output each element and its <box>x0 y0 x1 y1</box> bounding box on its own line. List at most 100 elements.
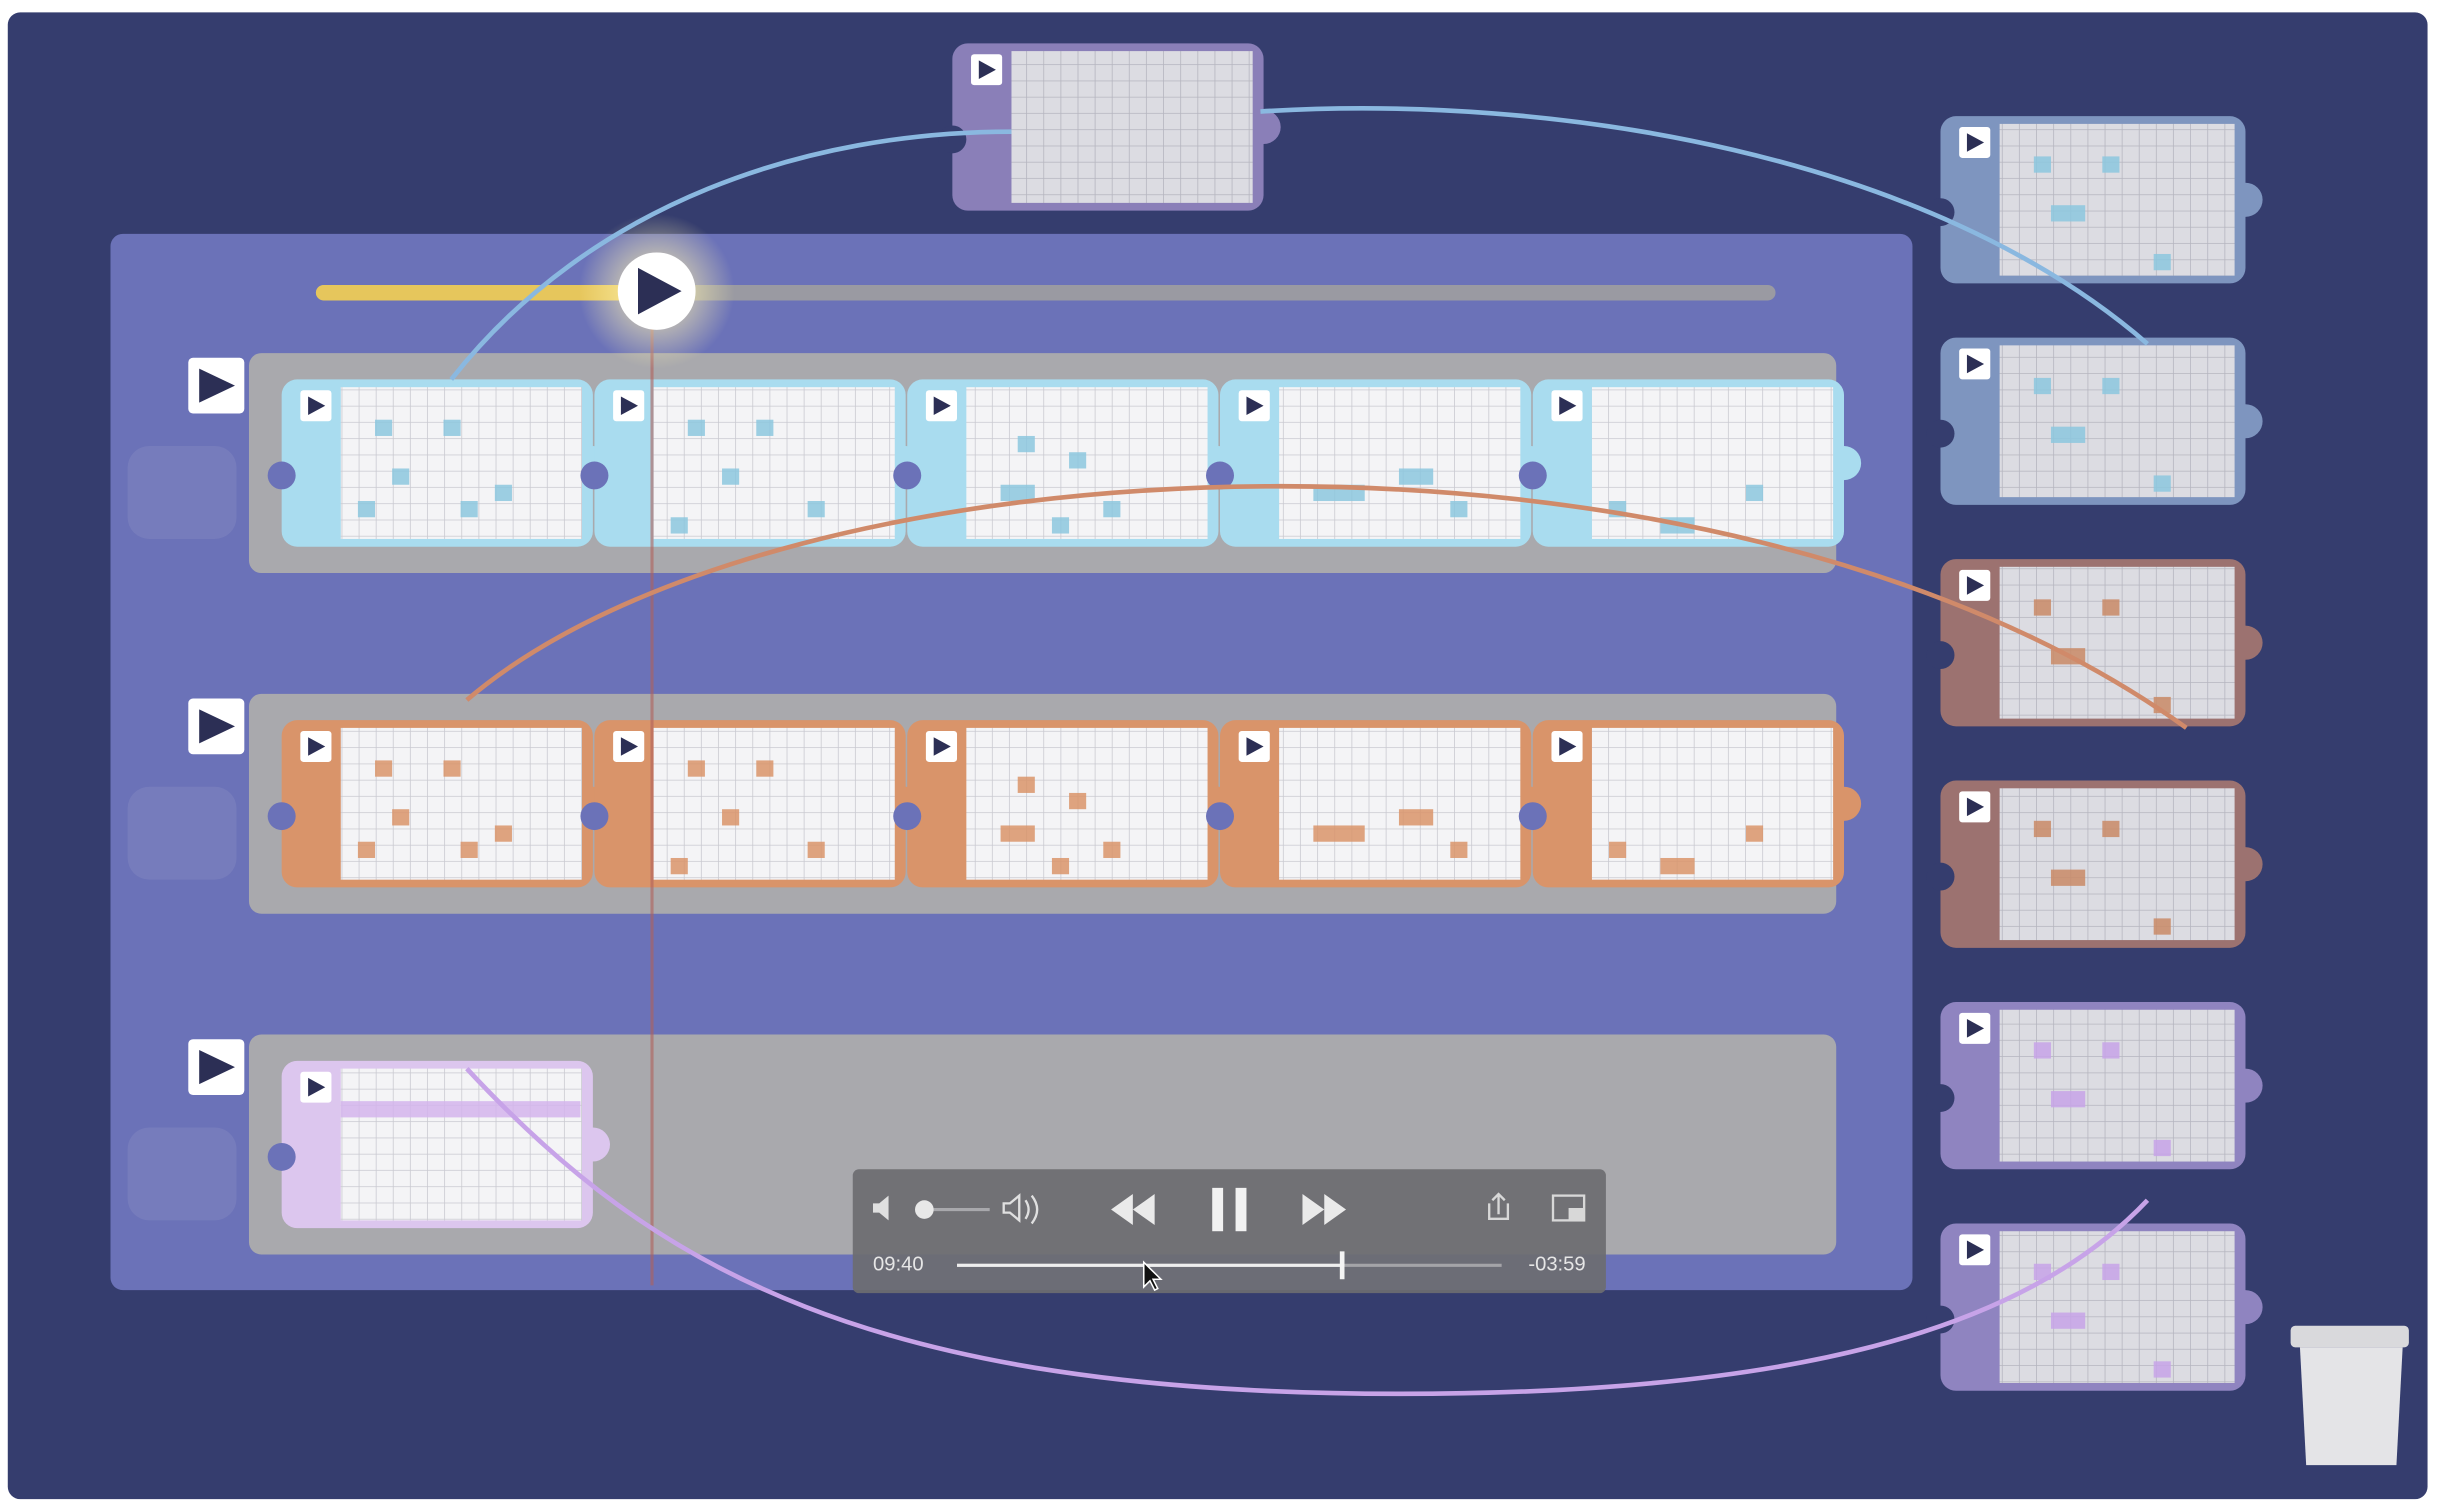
clip-tile[interactable] <box>1926 1223 2263 1391</box>
clip-notch <box>893 802 922 831</box>
share-button[interactable] <box>1488 1192 1510 1221</box>
note <box>2153 475 2171 492</box>
clip-tile[interactable] <box>893 379 1236 547</box>
play-icon <box>978 60 996 79</box>
timeline-progress <box>315 284 657 301</box>
note-grid <box>1011 51 1253 203</box>
note <box>1745 484 1764 502</box>
note <box>807 841 825 858</box>
note <box>2102 1042 2120 1059</box>
clip-notch <box>893 461 922 490</box>
clip-tile[interactable] <box>1926 1002 2263 1170</box>
clip-tile[interactable] <box>1926 337 2263 505</box>
clip-notch <box>267 461 296 490</box>
clip-connector <box>2228 404 2263 439</box>
forward-button[interactable] <box>1302 1194 1347 1226</box>
clip-tile[interactable] <box>1518 720 1862 888</box>
note <box>1103 841 1121 858</box>
mute-icon[interactable] <box>872 1195 889 1221</box>
rewind-button[interactable] <box>1111 1194 1155 1226</box>
note-grid <box>1591 727 1834 880</box>
play-icon <box>1966 354 1985 374</box>
note <box>443 419 461 436</box>
play-icon <box>933 737 951 756</box>
note-grid <box>1999 1009 2235 1162</box>
play-icon <box>1966 797 1985 817</box>
instrument-icon <box>127 1127 237 1221</box>
clip-connector <box>575 1127 610 1162</box>
play-icon <box>1966 576 1985 595</box>
note <box>375 419 393 436</box>
note <box>2033 156 2051 173</box>
pause-button[interactable] <box>1235 1187 1247 1232</box>
clip-tile[interactable] <box>580 379 923 547</box>
note <box>1000 825 1035 842</box>
play-icon <box>199 368 235 403</box>
clip-tile[interactable] <box>938 43 1281 211</box>
note <box>1017 776 1035 793</box>
clip-tile[interactable] <box>1205 720 1549 888</box>
clip-connector <box>2228 182 2263 217</box>
note <box>1069 452 1087 469</box>
note <box>2153 1139 2171 1157</box>
clip-tile[interactable] <box>1926 780 2263 948</box>
note <box>2102 599 2120 616</box>
clip-connector <box>2228 1290 2263 1325</box>
note <box>1051 517 1070 534</box>
note <box>2050 426 2086 443</box>
note <box>1660 857 1695 875</box>
play-icon <box>933 396 951 416</box>
clip-notch <box>580 802 609 831</box>
scrubber-handle[interactable] <box>1339 1251 1345 1280</box>
note <box>1000 484 1035 502</box>
trash[interactable] <box>2290 1325 2409 1466</box>
clip-tile[interactable] <box>1518 379 1862 547</box>
clip-tile[interactable] <box>893 720 1236 888</box>
trash-lid <box>2290 1325 2409 1348</box>
note <box>2050 869 2086 886</box>
clip-tile[interactable] <box>267 1060 610 1229</box>
note-grid <box>1999 788 2235 941</box>
connection <box>1260 106 2149 346</box>
clip-tile[interactable] <box>1926 559 2263 727</box>
note-grid <box>1999 1231 2235 1384</box>
note <box>807 501 825 518</box>
clip-notch <box>1518 461 1547 490</box>
elapsed-time: 09:40 <box>873 1254 924 1276</box>
volume-knob[interactable] <box>915 1200 934 1219</box>
note <box>1313 825 1365 842</box>
note <box>670 517 688 534</box>
clip-tile[interactable] <box>580 720 923 888</box>
note-grid <box>1999 566 2235 719</box>
clip-library <box>1926 116 2263 1391</box>
clip-tile[interactable] <box>1926 116 2263 284</box>
instrument-icon <box>127 786 237 880</box>
play-icon <box>308 396 326 416</box>
note <box>756 760 774 777</box>
instrument-icon <box>127 446 237 539</box>
clip-connector <box>1826 446 1862 481</box>
note-grid <box>966 727 1208 880</box>
clip-library-top <box>938 43 1281 211</box>
controls-bar <box>852 1169 1606 1294</box>
note-grid <box>653 387 895 539</box>
note <box>1745 825 1764 842</box>
play-icon <box>1559 396 1577 416</box>
play-icon <box>199 709 235 744</box>
play-icon <box>1559 737 1577 756</box>
play-icon <box>620 396 639 416</box>
play-icon <box>199 1050 235 1085</box>
note <box>687 760 705 777</box>
pause-button[interactable] <box>1212 1187 1224 1232</box>
clip-tile[interactable] <box>1205 379 1549 547</box>
clip-tile[interactable] <box>267 720 610 888</box>
note-grid <box>1279 727 1521 880</box>
note <box>340 1101 581 1118</box>
clip-notch <box>1926 1084 1955 1112</box>
note <box>1051 857 1070 875</box>
clip-tile[interactable] <box>267 379 610 547</box>
volume-icon[interactable] <box>1002 1193 1039 1225</box>
note <box>2033 820 2051 838</box>
note <box>756 419 774 436</box>
